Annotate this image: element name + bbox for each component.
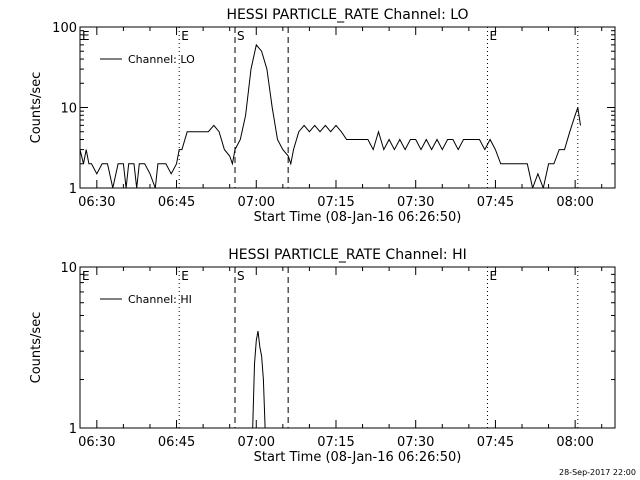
x-tick-label: 08:00 (556, 195, 593, 210)
y-axis-label: Counts/sec (29, 312, 44, 384)
x-axis-label: Start Time (08-Jan-16 06:26:50) (254, 450, 462, 465)
x-tick-label: 06:30 (78, 195, 115, 210)
y-tick-label: 1 (69, 182, 77, 197)
event-marker-label: S (237, 29, 245, 43)
x-tick-label: 07:15 (317, 435, 354, 450)
x-tick-label: 06:45 (158, 195, 195, 210)
x-tick-label: 07:00 (238, 195, 275, 210)
series-line (80, 43, 581, 188)
chart-title: HESSI PARTICLE_RATE Channel: LO (226, 7, 468, 23)
legend-label: Channel: LO (128, 53, 195, 66)
event-marker-label: S (237, 269, 245, 283)
chart-title: HESSI PARTICLE_RATE Channel: HI (228, 247, 466, 263)
y-tick-label: 10 (60, 261, 77, 276)
panel-hi-channel: HESSI PARTICLE_RATE Channel: HI 1 10 06:30 0… (29, 247, 616, 465)
event-marker-label: E (489, 29, 497, 43)
x-tick-label: 06:45 (158, 435, 195, 450)
event-marker-label: E (82, 29, 90, 43)
event-marker-label: E (489, 269, 497, 283)
event-marker-label: E (82, 269, 90, 283)
x-tick-label: 07:00 (238, 435, 275, 450)
y-axis-label: Counts/sec (29, 72, 44, 144)
legend-label: Channel: HI (128, 293, 192, 306)
y-tick-label: 100 (52, 21, 77, 36)
x-axis-label: Start Time (08-Jan-16 06:26:50) (254, 210, 462, 225)
plot-frame (79, 266, 616, 429)
x-tick-label: 08:00 (556, 435, 593, 450)
y-tick-label: 10 (60, 102, 77, 117)
series-line (252, 331, 266, 428)
x-tick-label: 07:45 (477, 195, 514, 210)
x-tick-label: 07:15 (317, 195, 354, 210)
x-tick-label: 07:45 (477, 435, 514, 450)
x-tick-label: 06:30 (78, 435, 115, 450)
event-marker-label: E (181, 29, 189, 43)
x-tick-label: 07:30 (397, 195, 434, 210)
x-tick-label: 07:30 (397, 435, 434, 450)
footer-stamp: 28-Sep-2017 22:00 (559, 468, 636, 477)
y-tick-label: 1 (69, 422, 77, 437)
panel-lo-channel: HESSI PARTICLE_RATE Channel: LO 1 10 100 06:… (29, 7, 616, 225)
event-marker-label: E (181, 269, 189, 283)
